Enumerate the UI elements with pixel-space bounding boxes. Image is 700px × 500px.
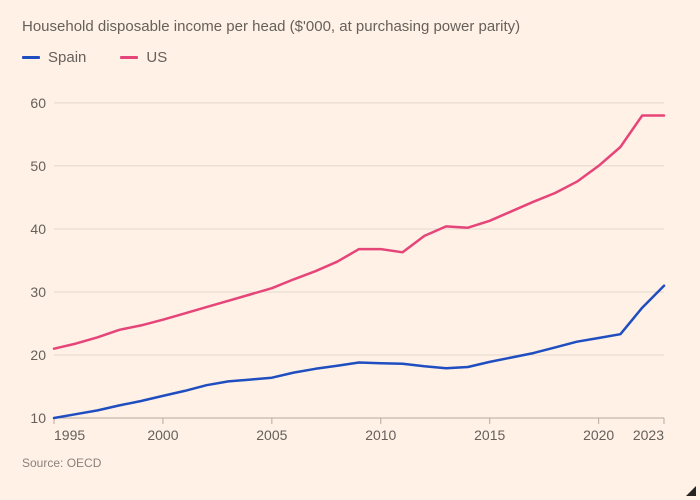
svg-text:2000: 2000 bbox=[147, 427, 178, 443]
plot-area: 10 20 30 40 50 60 1995 2000 2005 2010 2015 2020 2023 bbox=[22, 76, 678, 446]
chart-legend: Spain US bbox=[22, 49, 678, 66]
svg-text:60: 60 bbox=[30, 95, 46, 111]
svg-text:2010: 2010 bbox=[365, 427, 396, 443]
svg-text:30: 30 bbox=[30, 284, 46, 300]
legend-item-us: US bbox=[120, 49, 167, 66]
svg-text:10: 10 bbox=[30, 410, 46, 426]
svg-text:2005: 2005 bbox=[256, 427, 287, 443]
legend-label-us: US bbox=[146, 49, 167, 66]
svg-text:2015: 2015 bbox=[474, 427, 505, 443]
chart-container: Household disposable income per head ($'… bbox=[0, 0, 700, 500]
resize-icon bbox=[686, 486, 696, 496]
legend-item-spain: Spain bbox=[22, 49, 86, 66]
svg-text:1995: 1995 bbox=[54, 427, 85, 443]
legend-swatch-us bbox=[120, 56, 138, 59]
chart-svg: 10 20 30 40 50 60 1995 2000 2005 2010 2015 2020 2023 bbox=[22, 76, 678, 446]
svg-text:2020: 2020 bbox=[583, 427, 614, 443]
legend-label-spain: Spain bbox=[48, 49, 86, 66]
svg-text:50: 50 bbox=[30, 158, 46, 174]
chart-subtitle: Household disposable income per head ($'… bbox=[22, 18, 678, 35]
legend-swatch-spain bbox=[22, 56, 40, 59]
svg-text:2023: 2023 bbox=[633, 427, 664, 443]
svg-text:20: 20 bbox=[30, 347, 46, 363]
chart-source: Source: OECD bbox=[22, 456, 678, 470]
svg-text:40: 40 bbox=[30, 221, 46, 237]
